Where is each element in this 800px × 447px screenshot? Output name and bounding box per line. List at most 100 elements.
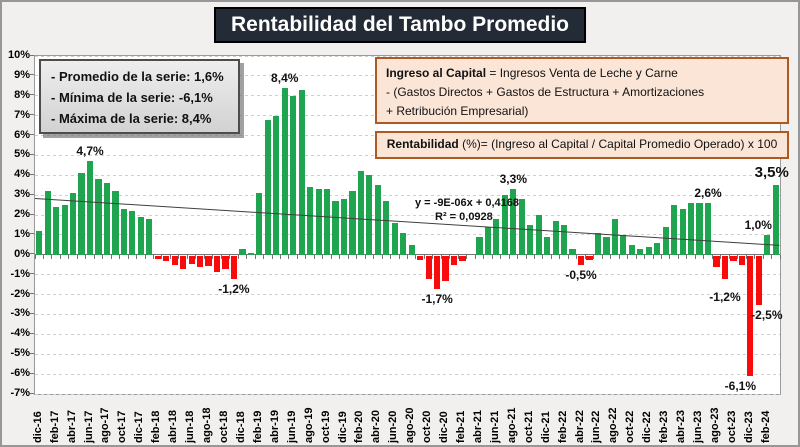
bar-may-20 bbox=[383, 201, 390, 255]
y-axis-tick-mark bbox=[30, 332, 34, 334]
bar-oct-22 bbox=[628, 244, 635, 255]
category-tick-mark bbox=[373, 254, 375, 259]
category-tick-mark bbox=[220, 254, 222, 259]
bar-nov-20 bbox=[434, 255, 441, 289]
y-axis-tick-mark bbox=[30, 273, 34, 275]
y-axis-tick-mark bbox=[30, 392, 34, 394]
x-axis-tick-label: ago-18 bbox=[201, 407, 214, 443]
bar-feb-19 bbox=[256, 193, 263, 255]
gridline bbox=[35, 353, 780, 355]
bar-jun-19 bbox=[290, 95, 297, 255]
category-tick-mark bbox=[313, 254, 315, 259]
bar-feb-21 bbox=[459, 255, 466, 261]
y-axis-tick-mark bbox=[30, 293, 34, 295]
bar-mar-19 bbox=[264, 119, 271, 255]
category-tick-mark bbox=[567, 254, 569, 259]
trendline-equation-label: y = -9E-06x + 0,4168 R² = 0,0928 bbox=[415, 196, 519, 224]
category-tick-mark bbox=[203, 254, 205, 259]
category-tick-mark bbox=[110, 254, 112, 259]
y-axis-tick-label: 5% bbox=[14, 148, 30, 161]
category-tick-mark bbox=[559, 254, 561, 259]
x-axis-tick-label: dic-18 bbox=[234, 411, 247, 443]
y-axis-tick-label: -7% bbox=[10, 387, 30, 399]
bar-sep-17 bbox=[112, 191, 119, 255]
category-tick-mark bbox=[449, 254, 451, 259]
category-tick-mark bbox=[271, 254, 273, 259]
bar-may-23 bbox=[688, 203, 695, 255]
x-axis-tick-label: ago-23 bbox=[709, 407, 721, 443]
category-tick-mark bbox=[263, 254, 265, 259]
bar-jun-23 bbox=[696, 203, 703, 255]
x-axis-tick-label: oct-21 bbox=[522, 410, 535, 443]
category-tick-mark bbox=[440, 254, 442, 259]
data-label: 3,3% bbox=[499, 172, 527, 187]
y-axis-tick-label: -3% bbox=[10, 307, 30, 320]
x-axis-tick-label: feb-20 bbox=[353, 410, 366, 443]
x-axis-tick-label: jun-22 bbox=[590, 410, 603, 443]
x-axis-tick-label: abr-18 bbox=[167, 409, 180, 443]
income-line1-rest: = Ingresos Venta de Leche y Carne bbox=[486, 66, 678, 80]
category-tick-mark bbox=[195, 254, 197, 259]
y-axis-tick-label: 2% bbox=[14, 208, 30, 221]
x-axis-tick-label: dic-23 bbox=[742, 411, 755, 443]
gridline bbox=[35, 234, 780, 236]
category-tick-mark bbox=[474, 254, 476, 259]
y-axis-tick-label: 9% bbox=[14, 68, 30, 81]
bar-feb-22 bbox=[561, 225, 568, 255]
bar-ago-21 bbox=[510, 189, 517, 255]
data-label: 8,4% bbox=[271, 70, 299, 85]
income-term: Ingreso al Capital bbox=[386, 66, 487, 80]
bar-feb-18 bbox=[154, 255, 161, 259]
category-tick-mark bbox=[483, 254, 485, 259]
bar-jul-22 bbox=[603, 236, 610, 255]
bar-mar-20 bbox=[366, 175, 373, 255]
gridline bbox=[35, 333, 780, 335]
y-axis-tick-label: 1% bbox=[14, 227, 30, 240]
x-axis-tick-label: feb-24 bbox=[759, 410, 772, 443]
category-tick-mark bbox=[322, 254, 324, 259]
bar-mar-23 bbox=[671, 205, 678, 255]
bar-dic-17 bbox=[137, 217, 144, 255]
bar-abr-19 bbox=[273, 115, 280, 255]
bar-jun-20 bbox=[391, 223, 398, 255]
bar-may-17 bbox=[78, 173, 85, 255]
bar-mar-18 bbox=[163, 255, 170, 261]
gridline bbox=[35, 55, 780, 57]
bar-jul-18 bbox=[196, 255, 204, 267]
bar-dic-22 bbox=[645, 246, 652, 255]
category-tick-mark bbox=[627, 254, 629, 259]
bar-ago-17 bbox=[103, 183, 111, 255]
category-tick-mark bbox=[186, 254, 188, 259]
bar-jun-21 bbox=[493, 219, 500, 255]
gridline bbox=[35, 274, 780, 276]
category-tick-mark bbox=[93, 254, 95, 259]
category-tick-mark bbox=[347, 254, 349, 259]
gridline bbox=[35, 294, 780, 296]
y-axis-tick-label: -1% bbox=[10, 267, 30, 280]
category-tick-mark bbox=[584, 254, 586, 259]
category-tick-mark bbox=[423, 254, 425, 259]
y-axis-tick-label: -2% bbox=[10, 287, 30, 300]
y-axis-tick-mark bbox=[30, 134, 34, 136]
x-axis-tick-label: jun-17 bbox=[82, 410, 95, 443]
category-tick-mark bbox=[517, 254, 519, 259]
x-axis-tick-label: abr-21 bbox=[471, 409, 484, 443]
bar-abr-17 bbox=[69, 193, 77, 255]
category-tick-mark bbox=[771, 254, 773, 259]
bar-oct-17 bbox=[120, 209, 127, 255]
x-axis-tick-label: oct-22 bbox=[624, 410, 637, 443]
stats-average: - Promedio de la serie: 1,6% bbox=[51, 69, 224, 84]
bar-jul-19 bbox=[298, 89, 305, 255]
bar-abr-23 bbox=[679, 209, 686, 255]
category-tick-mark bbox=[305, 254, 307, 259]
x-axis-tick-label: oct-19 bbox=[319, 410, 332, 443]
category-tick-mark bbox=[381, 254, 383, 259]
category-tick-mark bbox=[144, 254, 146, 259]
gridline bbox=[35, 174, 780, 176]
gridline bbox=[35, 194, 780, 196]
category-tick-mark bbox=[745, 254, 747, 259]
bar-abr-21 bbox=[476, 236, 483, 255]
x-axis-tick-label: dic-19 bbox=[336, 411, 349, 443]
x-axis-tick-label: oct-20 bbox=[421, 410, 434, 443]
